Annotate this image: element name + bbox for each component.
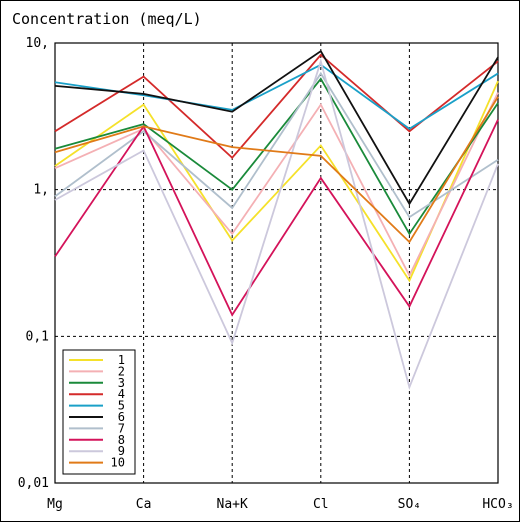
x-tick-label: HCO₃ <box>482 497 513 512</box>
series-line-10 <box>54 96 499 244</box>
series-line-3 <box>54 77 499 236</box>
series-line-6 <box>54 49 499 206</box>
legend-label-2: 2 <box>118 364 125 378</box>
legend-label-10: 10 <box>111 456 125 470</box>
x-tick-label: SO₄ <box>398 497 421 512</box>
grid-lines <box>55 43 498 483</box>
x-axis-ticks: Mg Ca Na+K Cl SO₄ HCO₃ <box>47 497 513 512</box>
x-tick-label: Na+K <box>217 497 248 512</box>
legend-label-1: 1 <box>118 353 125 367</box>
legend-label-3: 3 <box>118 376 125 390</box>
legend-label-8: 8 <box>118 433 125 447</box>
x-tick-label: Cl <box>313 497 329 512</box>
chart-title: Concentration (meq/L) <box>12 10 202 28</box>
legend-label-7: 7 <box>118 421 125 435</box>
legend-label-9: 9 <box>118 444 125 458</box>
plot-area <box>54 42 499 484</box>
series-line-1 <box>54 80 499 283</box>
x-tick-label: Mg <box>47 497 63 512</box>
series-lines <box>54 49 499 391</box>
legend-label-5: 5 <box>118 399 125 413</box>
series-line-9 <box>54 58 499 391</box>
legend-label-4: 4 <box>118 387 125 401</box>
y-axis-ticks: 10, 1, 0,1 0,01 <box>18 36 49 491</box>
series-line-2 <box>54 92 499 278</box>
y-tick-label: 0,01 <box>18 476 49 491</box>
x-tick-label: Ca <box>136 497 152 512</box>
y-tick-label: 0,1 <box>26 329 49 344</box>
series-line-7 <box>54 71 499 219</box>
series-line-8 <box>54 119 499 317</box>
y-tick-label: 1, <box>33 183 49 198</box>
y-tick-label: 10, <box>26 36 49 51</box>
legend-label-6: 6 <box>118 410 125 424</box>
